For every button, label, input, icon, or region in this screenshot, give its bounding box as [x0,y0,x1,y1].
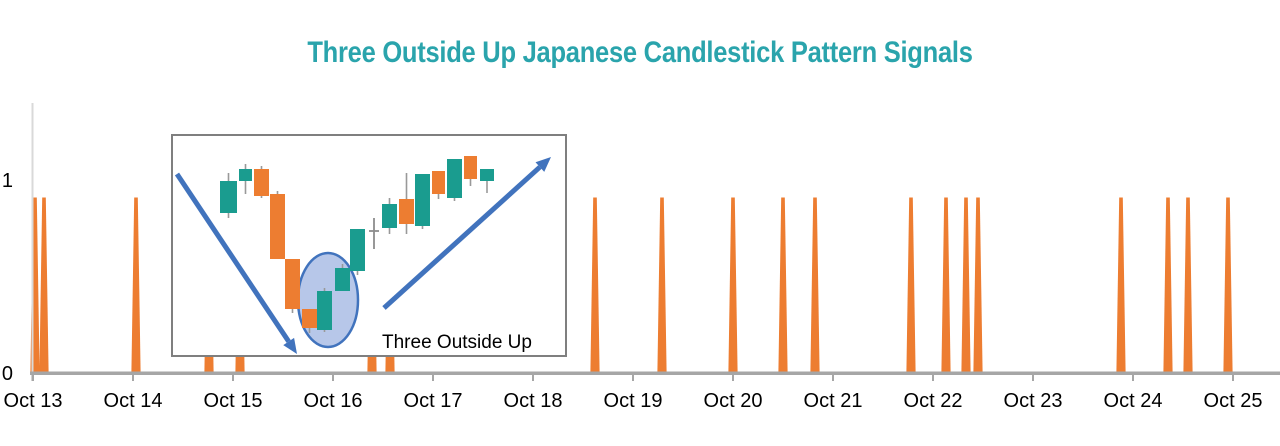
signal-spike [1183,197,1193,372]
signal-spike [39,197,49,372]
signal-spike [906,197,916,372]
x-tick-label: Oct 15 [204,390,263,412]
uptrend-arrow-head [535,157,551,172]
bearish-candle [270,194,285,259]
axis-tick [832,375,834,381]
pattern-inset: Three Outside Up [171,134,567,357]
axis-tick [732,375,734,381]
axis-tick [32,375,34,381]
axis-tick [1032,375,1034,381]
bullish-candle [220,181,237,213]
signal-spike [131,197,141,372]
x-tick-label: Oct 19 [604,390,663,412]
axis-tick [1232,375,1234,381]
bullish-candle [317,291,332,330]
x-tick-label: Oct 22 [904,390,963,412]
bullish-candle [382,204,397,228]
x-tick-label: Oct 20 [704,390,763,412]
downtrend-arrow-head [283,337,297,354]
downtrend-arrow [174,172,291,343]
bearish-candle [285,259,300,309]
bullish-candle [447,159,462,198]
bullish-candle [350,229,365,271]
axis-tick [1132,375,1134,381]
bearish-candle [464,156,477,179]
x-axis-line [30,371,1280,375]
signal-spike [590,197,600,372]
x-tick-label: Oct 25 [1204,390,1263,412]
y-tick-label: 1 [2,170,13,192]
axis-tick [132,375,134,381]
x-tick-label: Oct 13 [4,390,63,412]
axis-tick [232,375,234,381]
bullish-candle [335,268,350,291]
bullish-candle [480,169,494,181]
x-tick-label: Oct 24 [1104,390,1163,412]
signal-spike [778,197,788,372]
x-tick-label: Oct 18 [504,390,563,412]
signal-spike [1163,197,1173,372]
bullish-candle [239,169,252,181]
axis-tick [332,375,334,381]
axis-tick [632,375,634,381]
x-tick-label: Oct 21 [804,390,863,412]
signal-spike [961,197,971,372]
bearish-candle [399,199,414,224]
bearish-candle [302,309,317,328]
y-tick-label: 0 [2,363,13,385]
signal-spike [1223,197,1233,372]
axis-tick [432,375,434,381]
inset-label: Three Outside Up [382,332,532,353]
signal-spike [973,197,983,372]
signal-spike [728,197,738,372]
bearish-candle [254,169,269,196]
y-axis-line [31,103,34,373]
signal-spike [657,197,667,372]
axis-tick [932,375,934,381]
chart-title: Three Outside Up Japanese Candlestick Pa… [307,36,973,69]
bearish-candle [432,171,445,194]
signal-spike [1116,197,1126,372]
signal-spike [810,197,820,372]
x-tick-label: Oct 23 [1004,390,1063,412]
candlestick-illustration [174,156,551,354]
x-tick-label: Oct 16 [304,390,363,412]
bullish-candle [415,174,430,226]
x-tick-label: Oct 14 [104,390,163,412]
x-tick-label: Oct 17 [404,390,463,412]
signal-spike [941,197,951,372]
uptrend-arrow [382,165,542,310]
axis-tick [532,375,534,381]
